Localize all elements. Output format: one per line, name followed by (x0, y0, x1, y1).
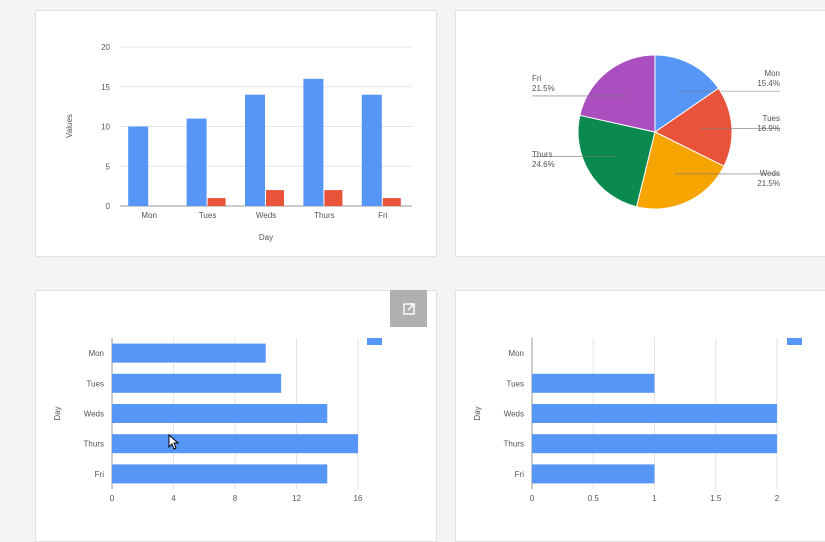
slice-percent: 15.4% (757, 79, 780, 88)
x-tick-label: 0.5 (588, 494, 600, 503)
slice-percent: 24.6% (532, 160, 555, 169)
pie-slice (579, 54, 656, 133)
x-tick-label: Mon (141, 211, 157, 220)
bar (186, 118, 207, 206)
y-tick-label: Weds (84, 410, 104, 419)
bar (112, 373, 282, 393)
x-tick-label: 1 (652, 494, 657, 503)
mouse-pointer-icon (168, 434, 180, 450)
x-tick-label: 8 (233, 494, 238, 503)
x-tick-label: 12 (292, 494, 301, 503)
open-in-new-icon (402, 302, 415, 315)
slice-percent: 16.9% (757, 124, 780, 133)
bar (532, 464, 655, 484)
y-tick-label: Tues (507, 379, 525, 388)
pie-slice (635, 131, 725, 210)
bar (128, 126, 149, 206)
y-tick-label: 5 (106, 162, 111, 171)
y-tick-label: Thurs (504, 440, 524, 449)
bar (112, 464, 328, 484)
x-tick-label: 0 (110, 494, 115, 503)
bar (303, 78, 324, 206)
bar (112, 434, 358, 454)
y-tick-label: Thurs (84, 440, 104, 449)
bar (532, 434, 777, 454)
pie-slice (654, 54, 720, 133)
x-tick-label: 1.5 (710, 494, 722, 503)
bar (324, 190, 343, 206)
slice-label: Fri (532, 74, 542, 83)
y-tick-label: 10 (101, 123, 110, 132)
bar (532, 404, 777, 423)
y-tick-label: Weds (504, 410, 524, 419)
slice-label: Mon (764, 69, 780, 78)
y-tick-label: Mon (88, 349, 104, 358)
x-tick-label: 16 (354, 494, 363, 503)
y-tick-label: Mon (508, 349, 524, 358)
slice-percent: 21.5% (532, 84, 555, 93)
x-tick-label: Fri (378, 211, 388, 220)
y-tick-label: Tues (87, 379, 105, 388)
x-axis-title: Day (259, 233, 273, 242)
x-tick-label: 4 (171, 494, 176, 503)
y-tick-label: 20 (101, 43, 110, 52)
legend-swatch (787, 338, 802, 345)
slice-label: Thurs (532, 150, 552, 159)
y-axis-title: Day (473, 406, 482, 420)
slice-label: Weds (760, 169, 780, 178)
x-tick-label: 0 (530, 494, 535, 503)
x-tick-label: 2 (775, 494, 780, 503)
y-tick-label: 0 (106, 202, 111, 211)
bar (207, 198, 226, 206)
legend-swatch (367, 338, 382, 345)
y-tick-label: Fri (515, 470, 525, 479)
pie-slice (577, 114, 656, 208)
y-tick-label: Fri (95, 470, 105, 479)
y-tick-label: 15 (101, 83, 110, 92)
x-tick-label: Thurs (314, 211, 334, 220)
popout-button[interactable] (390, 290, 427, 327)
bar (532, 373, 655, 393)
bar (382, 198, 401, 206)
slice-label: Tues (763, 114, 781, 123)
slice-percent: 21.5% (757, 179, 780, 188)
bar (245, 94, 265, 206)
y-axis-title: Day (53, 406, 62, 420)
pie-slice (654, 87, 733, 167)
bar (112, 404, 328, 423)
bar (361, 94, 382, 206)
x-tick-label: Tues (199, 211, 217, 220)
bar (266, 190, 284, 206)
x-tick-label: Weds (256, 211, 276, 220)
y-axis-title: Values (65, 114, 74, 138)
bar (112, 343, 266, 363)
